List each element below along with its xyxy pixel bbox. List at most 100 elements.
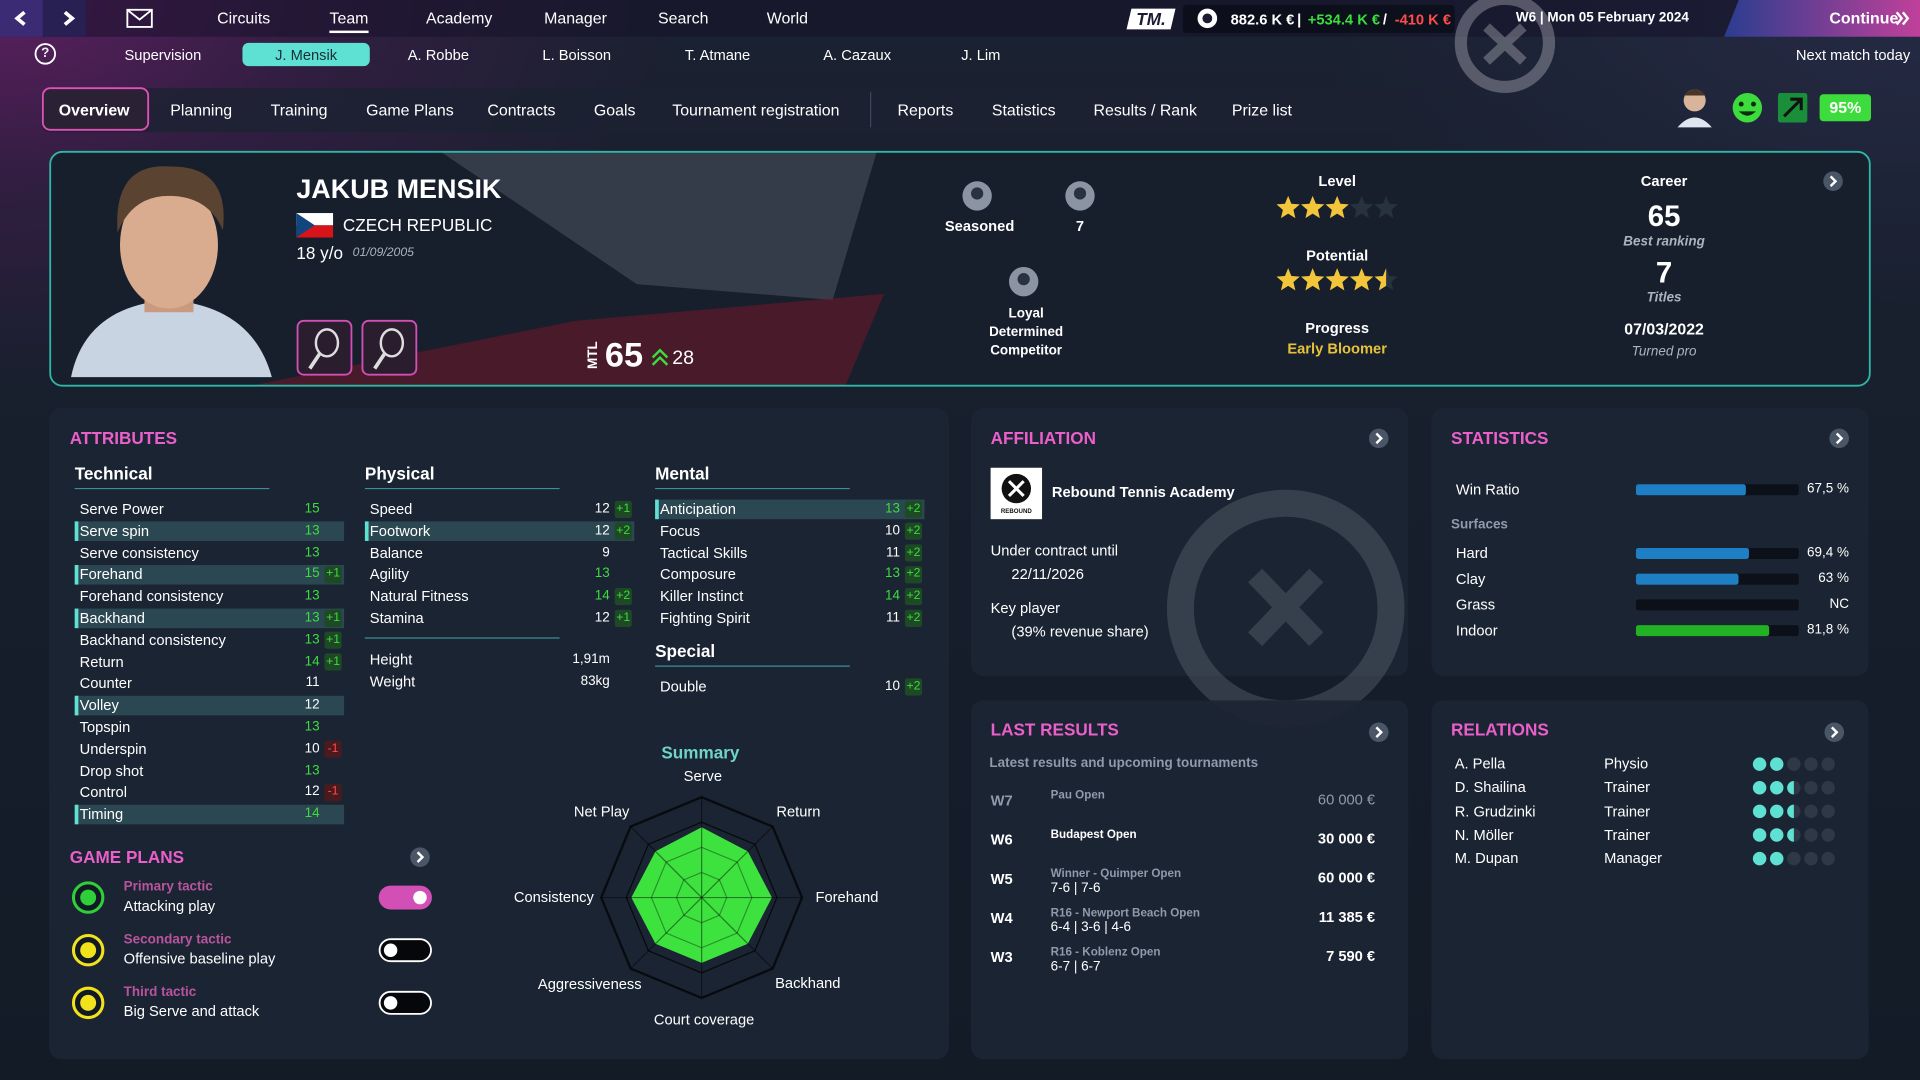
subtab[interactable]: Tournament registration [672, 100, 840, 120]
attribute-value: 10 [885, 523, 900, 538]
rating-label: MTL [585, 341, 601, 369]
delta-box [614, 588, 632, 606]
relation-icon [1752, 757, 1767, 771]
subtab[interactable]: Statistics [991, 100, 1056, 120]
continue-icon [1895, 11, 1910, 26]
arrow-button[interactable] [1368, 428, 1389, 449]
week: W5 [990, 870, 1013, 888]
radar-spoke [630, 826, 703, 898]
section-header: GAME PLANS [69, 846, 185, 867]
subtab[interactable]: Results / Rank [1093, 100, 1197, 120]
subtab[interactable]: Planning [170, 100, 233, 120]
subtab[interactable]: Goals [593, 100, 636, 120]
arrow-button[interactable] [1824, 722, 1845, 743]
nav-tab[interactable]: Circuits [217, 8, 271, 28]
relation-icon [1770, 780, 1784, 795]
nav-tab[interactable]: Manager [544, 8, 607, 28]
row-highlight [364, 521, 369, 541]
event: Pau Open [1050, 788, 1105, 803]
relation-icon [1770, 828, 1784, 842]
stat-value: 63 % [1818, 571, 1849, 586]
player-tab[interactable]: T. Atmane [684, 46, 751, 64]
star-rating [1276, 268, 1398, 291]
attribute-value: 13 [304, 632, 320, 647]
relation-icon [1821, 851, 1835, 866]
delta-box [904, 522, 923, 540]
condition: 95% [1829, 98, 1862, 117]
arrow-button[interactable] [1823, 171, 1843, 192]
relation-icon [1787, 780, 1794, 795]
attribute-name: Natural Fitness [369, 587, 469, 605]
attribute-name: Timing [79, 805, 124, 823]
stat-bar [1635, 547, 1749, 559]
avatar [1677, 117, 1712, 128]
player-tab[interactable]: J. Lim [961, 46, 1001, 64]
attribute-name: Tactical Skills [660, 544, 748, 562]
avatar [1683, 89, 1706, 96]
radar-ring [650, 846, 753, 949]
attribute-name: Forehand [79, 565, 143, 584]
subtab[interactable]: Game Plans [366, 100, 454, 120]
subtab[interactable]: Contracts [487, 100, 556, 120]
subtab[interactable]: Reports [897, 100, 954, 120]
player-tab[interactable]: Supervision [124, 46, 202, 64]
stat-value: NC [1829, 596, 1849, 612]
star [1301, 195, 1325, 219]
relation-icon [1821, 780, 1835, 795]
star [1301, 268, 1325, 291]
arrow-button[interactable] [1368, 722, 1389, 743]
attribute-name: Serve consistency [79, 544, 199, 562]
nav-tab[interactable]: Search [658, 8, 709, 28]
group-title: Technical [74, 463, 153, 484]
decoration [440, 151, 877, 301]
attribute-value: 13 [304, 610, 320, 625]
mood-icon [1751, 101, 1756, 107]
career-title: Career [1640, 172, 1688, 190]
arrow-circle [1368, 722, 1389, 743]
player-tab[interactable]: J. Mensik [275, 46, 338, 64]
nav-tab[interactable]: Academy [425, 8, 493, 28]
subtab[interactable]: Training [270, 100, 328, 120]
skill-icon [308, 352, 322, 370]
arrow-button[interactable] [410, 847, 430, 867]
toggle[interactable] [378, 885, 432, 910]
delta: +2 [906, 589, 921, 603]
relation-icon [1804, 828, 1818, 842]
section-header: AFFILIATION [990, 428, 1096, 448]
summary-title: Summary [661, 742, 740, 763]
row-highlight [74, 608, 345, 629]
arrow-icon [1375, 726, 1383, 739]
nav-tab[interactable]: Team [329, 8, 369, 28]
trait-icon [971, 187, 984, 200]
active-pill [242, 42, 370, 67]
delta: +2 [906, 679, 921, 694]
trend-icon [1782, 97, 1803, 118]
continue-label[interactable]: Continue [1829, 8, 1899, 28]
relation-icon [1804, 851, 1818, 866]
continue-button[interactable] [1724, 0, 1920, 37]
subtab[interactable]: Prize list [1231, 100, 1292, 120]
toggle[interactable] [378, 990, 432, 1015]
nav-tab[interactable]: World [766, 8, 808, 28]
player-tab[interactable]: L. Boisson [542, 46, 612, 64]
tactic-label: Third tactic [123, 984, 197, 1000]
help-icon[interactable]: ? [41, 45, 50, 61]
player-tab[interactable]: A. Robbe [407, 46, 470, 64]
relation-icon [1770, 757, 1784, 771]
attribute-name: Backhand consistency [79, 631, 226, 649]
active-subtab [41, 87, 150, 131]
mood-icon [1738, 101, 1744, 107]
relation-role: Trainer [1604, 826, 1651, 844]
rating-progress: 28 [672, 348, 695, 370]
forward-button[interactable] [42, 0, 86, 37]
relation-role: Trainer [1604, 778, 1651, 797]
event: Budapest Open [1050, 828, 1137, 842]
arrow-button[interactable] [1829, 428, 1849, 449]
subtab[interactable]: Overview [58, 100, 130, 120]
player-tab[interactable]: A. Cazaux [823, 46, 892, 64]
delta-box [324, 653, 342, 671]
back-button[interactable] [0, 0, 43, 37]
trait-icon [1017, 273, 1030, 286]
toggle[interactable] [378, 938, 432, 963]
